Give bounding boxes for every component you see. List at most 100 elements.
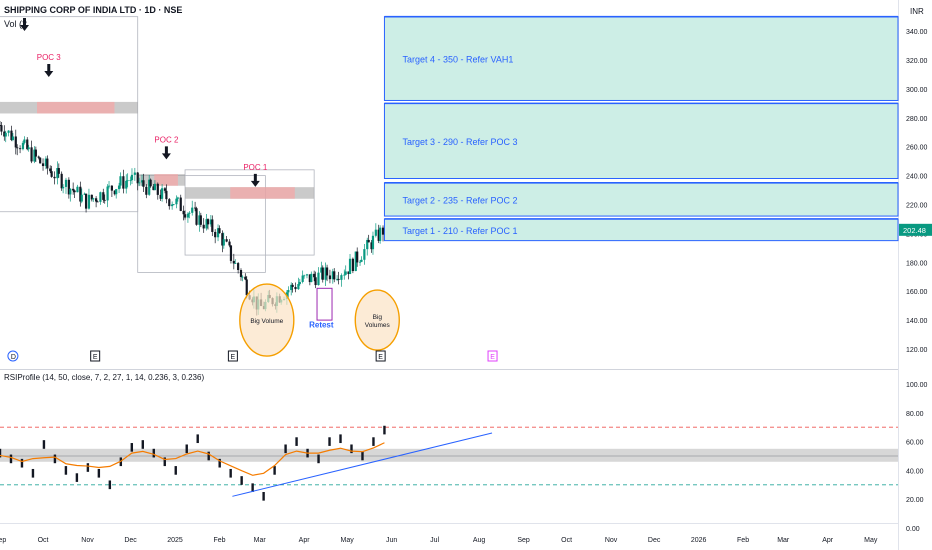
x-tick-label: Mar xyxy=(777,537,790,544)
event-marker-label: E xyxy=(231,354,236,361)
event-marker xyxy=(7,350,19,362)
event-marker xyxy=(90,350,101,362)
price-tick-label: 280.00 xyxy=(906,116,928,123)
candle-body xyxy=(325,267,329,276)
target-label: Target 2 - 235 - Refer POC 2 xyxy=(402,195,517,205)
rsi-bar xyxy=(31,468,35,478)
candle-body xyxy=(95,198,98,202)
x-tick-label: Feb xyxy=(737,537,749,544)
candle-body xyxy=(297,284,300,290)
candle-body xyxy=(188,212,191,214)
candle-body xyxy=(324,267,327,280)
x-tick-label: Mar xyxy=(254,537,267,544)
volume-profile-box xyxy=(137,175,266,273)
candle-body xyxy=(222,239,225,246)
candle-body xyxy=(18,148,22,150)
candle-body xyxy=(27,147,30,150)
rsi-tick-label: 100.00 xyxy=(906,382,928,389)
candle-body xyxy=(41,163,45,167)
candle-body xyxy=(99,192,102,202)
highlight-circle xyxy=(239,283,295,357)
rsi-bar xyxy=(372,437,375,446)
candle-body xyxy=(80,194,83,202)
rsi-bar xyxy=(229,468,232,478)
candle-body xyxy=(152,186,155,191)
x-tick-label: Apr xyxy=(822,537,834,544)
candle-body xyxy=(159,194,162,199)
x-tick-label: Jun xyxy=(386,537,397,544)
value-area-band xyxy=(230,187,295,199)
candle-body xyxy=(348,258,352,275)
rsi-bar xyxy=(97,468,101,478)
candle-body xyxy=(320,267,323,273)
candle-body xyxy=(218,228,221,234)
rsi-bar xyxy=(0,448,2,458)
price-tick-label: 220.00 xyxy=(906,203,928,210)
candle-body xyxy=(225,239,228,242)
target-zone xyxy=(383,182,899,217)
candle-body xyxy=(229,245,233,261)
event-marker xyxy=(227,350,238,362)
candle-body xyxy=(115,189,118,195)
candle-body xyxy=(241,276,244,278)
rsi-bar xyxy=(262,492,265,501)
candle-body xyxy=(360,259,363,262)
rsi-trendline xyxy=(232,432,493,497)
rsi-tick-label: 40.00 xyxy=(906,468,924,475)
candle-body xyxy=(113,190,116,195)
x-tick-label: Nov xyxy=(605,537,618,544)
candle-body xyxy=(291,284,294,287)
candle-body xyxy=(96,201,99,203)
x-tick-label: May xyxy=(341,537,355,544)
candle-body xyxy=(153,183,157,191)
candle-body xyxy=(34,149,37,157)
rsi-bar xyxy=(130,443,134,452)
candle-body xyxy=(308,274,311,283)
candle-body xyxy=(179,197,182,211)
candle-body xyxy=(16,147,19,149)
rsi-bar xyxy=(361,451,364,461)
candle-body xyxy=(310,273,313,283)
candle-body xyxy=(358,261,362,263)
candle-body xyxy=(79,186,82,202)
candle-body xyxy=(142,180,145,187)
candle-body xyxy=(133,172,136,175)
candle-body xyxy=(202,224,205,229)
candle-body xyxy=(14,136,17,148)
price-tick-label: 260.00 xyxy=(906,145,928,152)
target-zone xyxy=(383,16,899,101)
volume-label: Vol (2 xyxy=(4,19,28,29)
candle-body xyxy=(211,219,214,232)
rsi-tick-label: 20.00 xyxy=(906,497,924,504)
candle-body xyxy=(228,241,231,246)
candle-body xyxy=(10,130,13,141)
candle-body xyxy=(50,171,53,177)
rsi-bar xyxy=(108,480,112,490)
x-tick-label: Aug xyxy=(473,537,486,544)
candle-body xyxy=(245,279,248,296)
candle-body xyxy=(336,278,339,280)
x-tick-label: 2026 xyxy=(691,537,707,544)
candle-body xyxy=(186,213,190,218)
rsi-bar xyxy=(42,440,46,449)
candle-body xyxy=(46,158,49,169)
rsi-bar xyxy=(218,458,221,468)
arrow-down-icon xyxy=(20,18,29,31)
candle-body xyxy=(165,190,168,200)
candle-body xyxy=(367,239,370,243)
candle-body xyxy=(90,194,93,200)
candle-body xyxy=(209,219,212,225)
candle-body xyxy=(239,270,243,277)
rsi-bar xyxy=(64,466,68,475)
candle-body xyxy=(53,176,56,179)
candle-body xyxy=(221,233,224,246)
annotation-label: Big xyxy=(373,314,383,321)
candle-body xyxy=(136,172,139,184)
candle-body xyxy=(60,173,63,189)
candle-body xyxy=(328,275,332,280)
candle-body xyxy=(130,174,134,181)
event-marker xyxy=(375,350,386,362)
candle-body xyxy=(175,198,178,205)
candle-body xyxy=(370,242,373,250)
